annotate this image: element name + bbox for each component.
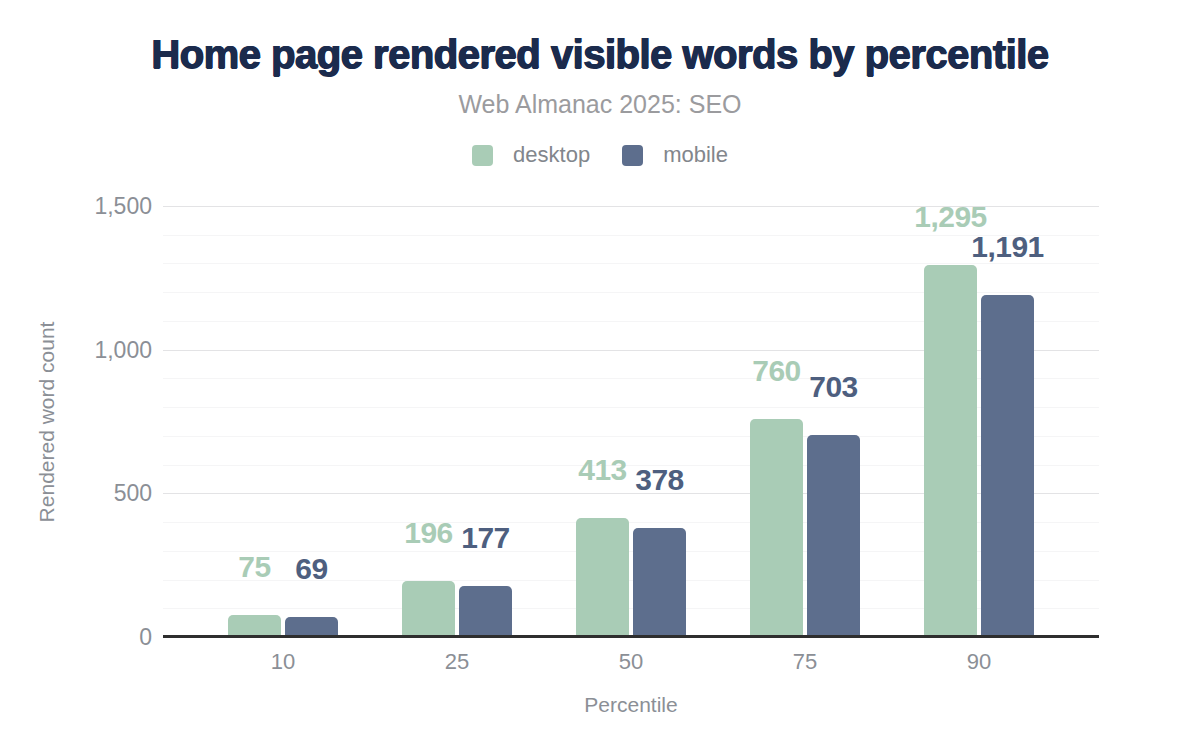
y-axis-title: Rendered word count: [35, 322, 59, 523]
x-tick-label: 50: [571, 650, 691, 674]
bar-mobile-p25: [459, 586, 512, 637]
bar-desktop-p90: [924, 265, 977, 637]
bar-mobile-p90: [981, 295, 1034, 637]
x-axis-title: Percentile: [163, 693, 1099, 717]
bar-desktop-p10: [228, 615, 281, 637]
bar-desktop-p25: [402, 581, 455, 637]
bar-mobile-p10: [285, 617, 338, 637]
bar-value-desktop-p90: 1,295: [881, 202, 1021, 232]
bar-mobile-p75: [807, 435, 860, 637]
minor-gridline: [163, 263, 1099, 264]
bar-mobile-p50: [633, 528, 686, 637]
x-tick-label: 25: [397, 650, 517, 674]
bar-value-mobile-p25: 177: [416, 523, 556, 553]
x-tick-label: 10: [223, 650, 343, 674]
bar-value-mobile-p75: 703: [764, 372, 904, 402]
x-tick-label: 90: [919, 650, 1039, 674]
bar-value-mobile-p50: 378: [590, 465, 730, 495]
y-tick-label: 0: [30, 625, 152, 649]
bar-desktop-p50: [576, 518, 629, 637]
bar-desktop-p75: [750, 419, 803, 637]
bar-value-mobile-p90: 1,191: [938, 232, 1078, 262]
bar-value-mobile-p10: 69: [242, 554, 382, 584]
x-tick-label: 75: [745, 650, 865, 674]
plot-area: 05001,0001,50075691019617725413378507607…: [0, 0, 1200, 742]
chart-canvas: Home page rendered visible words by perc…: [0, 0, 1200, 742]
x-axis-line: [163, 635, 1099, 638]
y-tick-label: 1,500: [30, 194, 152, 218]
